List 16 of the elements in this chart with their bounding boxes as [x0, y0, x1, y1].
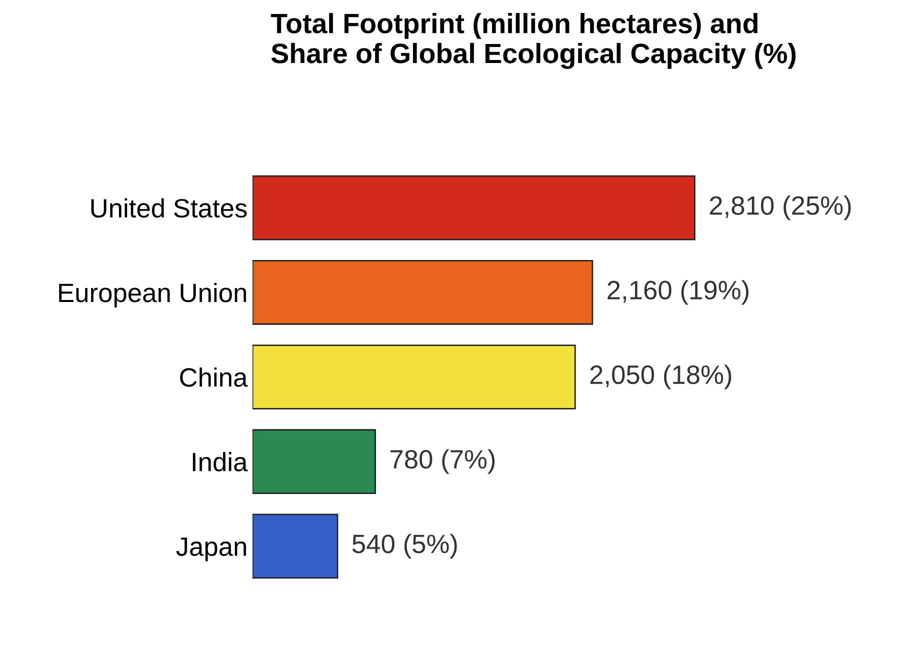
bar	[252, 344, 576, 410]
bar	[252, 429, 376, 494]
y-tick-label: India	[192, 452, 248, 472]
bar	[252, 260, 594, 325]
y-tick-label: United States	[91, 198, 247, 218]
chart-title: Total Footprint (million hectares) and Share of Global Ecological Capacity (%)	[270, 13, 796, 69]
y-tick-label: European Union	[59, 282, 246, 308]
y-tick-label: China	[180, 367, 248, 387]
data-label: 2,050 (18%)	[590, 364, 732, 390]
y-tick-label: Japan	[176, 538, 246, 562]
data-label: 780 (7%)	[390, 449, 495, 474]
data-label: 2,160 (19%)	[608, 280, 748, 305]
bar	[252, 175, 696, 240]
data-label: 540 (5%)	[352, 534, 457, 558]
bar	[252, 514, 338, 579]
data-label: 2,810 (25%)	[710, 196, 851, 220]
